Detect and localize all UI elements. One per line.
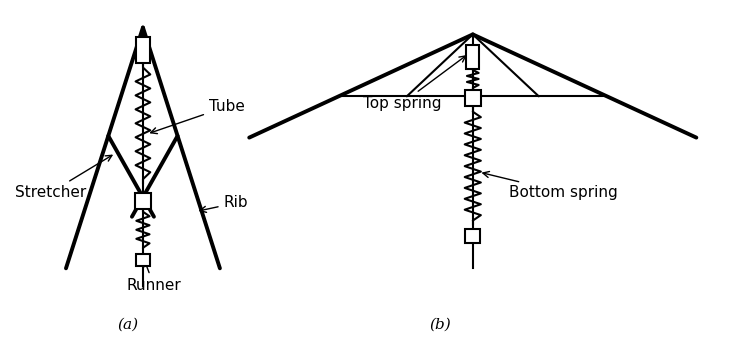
Text: Tube: Tube [151, 99, 245, 134]
Text: Stretcher: Stretcher [15, 155, 112, 200]
Text: (a): (a) [118, 318, 139, 332]
Bar [465, 90, 481, 106]
Bar [136, 254, 150, 266]
Bar [465, 229, 480, 243]
Text: Top spring: Top spring [363, 56, 465, 111]
Bar [135, 193, 151, 209]
Bar [136, 37, 150, 63]
Bar [466, 45, 479, 69]
Text: Runner: Runner [127, 260, 181, 293]
Text: (b): (b) [429, 318, 451, 332]
Text: Rib: Rib [200, 195, 248, 212]
Text: Bottom spring: Bottom spring [483, 172, 618, 200]
